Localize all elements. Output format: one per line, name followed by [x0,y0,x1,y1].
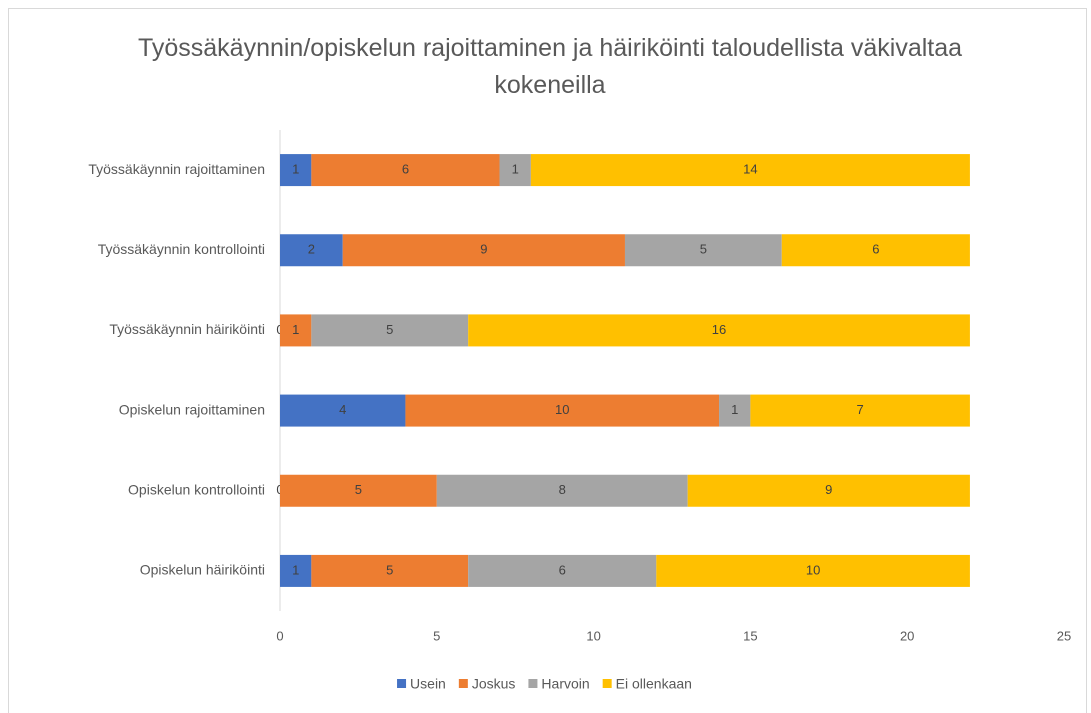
bar-segment [468,314,970,347]
x-tick-label: 0 [276,628,283,643]
bar-segment [311,554,469,587]
bar-segment [280,394,406,427]
legend-label: Ei ollenkaan [616,676,692,692]
legend-swatch [458,679,468,688]
bar-segment [280,314,312,347]
bar-segment [342,234,625,267]
data-label: 9 [480,242,487,257]
y-tick-label: Työssäkäynnin kontrollointi [98,241,265,257]
x-tick-label: 20 [900,628,914,643]
data-label: 6 [559,562,566,577]
bar-segment [781,234,970,267]
data-label: 10 [555,402,569,417]
data-label: 1 [292,322,299,337]
data-label: 6 [872,242,879,257]
data-label: 2 [308,242,315,257]
bar-segment [280,554,312,587]
bar-segment [750,394,970,427]
bar-segment [530,154,970,187]
data-label: 5 [386,562,393,577]
legend-swatch [397,679,407,688]
data-label: 1 [512,162,519,177]
data-label: 9 [825,482,832,497]
bar-segment [311,314,469,347]
legend-label: Usein [410,676,446,692]
x-tick-label: 15 [743,628,757,643]
legend-swatch [602,679,612,688]
data-label: 5 [355,482,362,497]
data-label: 1 [292,162,299,177]
bar-segment [280,474,437,507]
bar-segment [468,554,657,587]
data-label: 10 [806,562,820,577]
bar-segment [280,234,343,267]
data-label: 5 [386,322,393,337]
data-label: 1 [292,562,299,577]
data-label: 6 [402,162,409,177]
y-tick-label: Työssäkäynnin rajoittaminen [88,161,265,177]
y-tick-label: Opiskelun rajoittaminen [119,401,265,417]
data-label: 4 [339,402,346,417]
data-label: 1 [731,402,738,417]
chart-border [8,8,1087,713]
y-tick-label: Opiskelun häiriköinti [140,562,265,578]
data-label: 8 [559,482,566,497]
legend-label: Harvoin [541,676,589,692]
bar-segment [656,554,970,587]
bar-segment [687,474,970,507]
bar-segment [499,154,531,187]
x-tick-label: 10 [586,628,600,643]
data-label: 14 [743,162,757,177]
data-label: 7 [857,402,864,417]
bar-segment [436,474,688,507]
data-label: 16 [712,322,726,337]
x-tick-label: 25 [1057,628,1071,643]
x-tick-label: 5 [433,628,440,643]
data-label: 5 [700,242,707,257]
y-tick-label: Opiskelun kontrollointi [128,481,265,497]
bar-segment [624,234,782,267]
bar-segment [719,394,751,427]
bar-segment [311,154,500,187]
bar-segment [405,394,720,427]
bar-segment [280,154,312,187]
chart-title: Työssäkäynnin/opiskelun rajoittaminen ja… [137,34,963,99]
legend-swatch [528,679,538,688]
legend-label: Joskus [472,676,516,692]
y-tick-label: Työssäkäynnin häiriköinti [109,321,265,337]
